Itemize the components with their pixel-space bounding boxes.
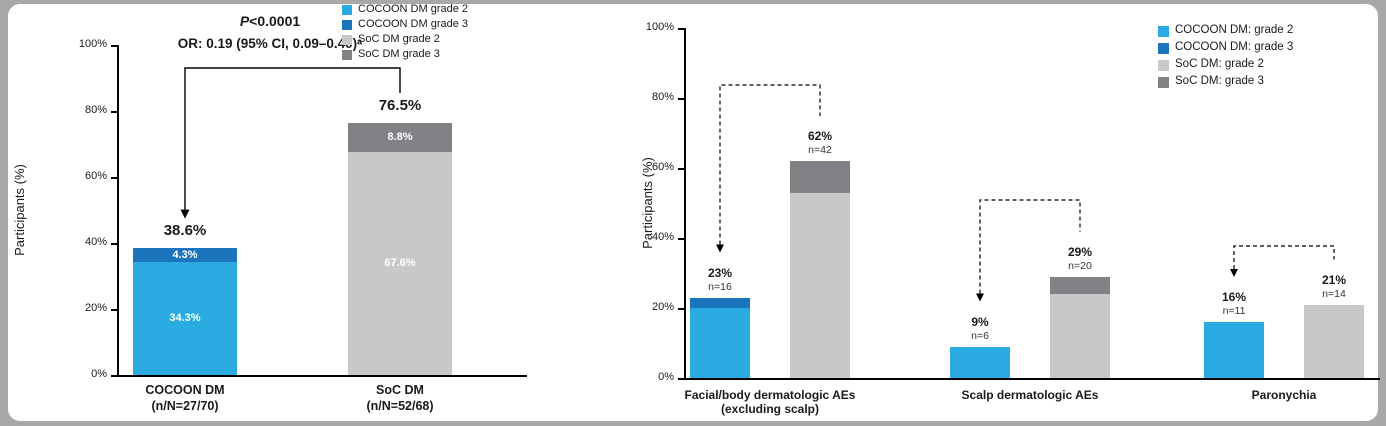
- right-chart-y-tick-label: 40%: [651, 231, 674, 243]
- left-chart-y-tick-label: 100%: [78, 38, 107, 50]
- p-value-prefix: P: [239, 13, 250, 29]
- bar-facial-body-soc-grade2: [790, 192, 850, 378]
- bar-paronychia-soc-grade2: [1304, 304, 1364, 378]
- down-arrow-icon: [1230, 269, 1238, 277]
- right-chart-y-tick-label: 0%: [658, 371, 674, 383]
- bar-paronychia-soc-pct-label: 21%: [1321, 272, 1347, 287]
- bar-paronychia-cocoon-grade2: [1204, 322, 1264, 378]
- p-value-label: P<0.0001: [180, 13, 360, 29]
- right-chart-x-axis-line: [684, 378, 1380, 380]
- left-chart-y-tick-mark: [111, 375, 117, 377]
- p-value-rest: <0.0001: [249, 13, 301, 29]
- bar-facial-body-soc-grade3: [790, 161, 850, 193]
- left-chart-category-label-cocoon-dm: (n/N=27/70): [151, 399, 219, 413]
- left-chart-legend-swatch-0: [342, 5, 352, 15]
- right-chart-legend-swatch-0: [1158, 26, 1169, 37]
- bar-paronychia-cocoon-pct-label: 16%: [1221, 290, 1247, 304]
- odds-ratio-label: OR: 0.19 (95% CI, 0.09–0.40)ᵃ: [177, 36, 363, 51]
- left-chart-y-tick-mark: [111, 111, 117, 113]
- bar-facial-body-cocoon-grade3: [690, 297, 750, 308]
- left-chart-legend-label-1: COCOON DM grade 3: [358, 18, 469, 30]
- left-chart-y-tick-label: 60%: [84, 170, 107, 182]
- down-arrow-icon: [716, 244, 724, 253]
- left-chart-y-tick-label: 0%: [91, 368, 107, 380]
- bar-scalp-soc-n-label: n=20: [1068, 259, 1092, 272]
- left-chart-y-tick-mark: [111, 177, 117, 179]
- right-chart-y-tick-label: 60%: [651, 161, 674, 173]
- bar-paronychia-soc-n-label: n=14: [1322, 287, 1346, 300]
- bar-facial-body-cocoon-n-label: n=16: [708, 280, 732, 293]
- left-chart-category-label-soc-dm: (n/N=52/68): [366, 399, 434, 413]
- left-chart-category-label-soc-dm: SoC DM: [376, 383, 424, 397]
- right-chart-y-tick-mark: [678, 308, 684, 310]
- right-chart-legend-label-0: COCOON DM: grade 2: [1175, 24, 1294, 36]
- right-chart-y-tick-mark: [678, 378, 684, 380]
- bar-facial-body-cocoon-grade2: [690, 308, 750, 378]
- right-chart-y-tick-mark: [678, 168, 684, 170]
- left-chart-x-axis-line: [117, 375, 527, 377]
- left-chart-legend-label-3: SoC DM grade 3: [358, 48, 440, 60]
- right-chart-y-tick-mark: [678, 28, 684, 30]
- bar-scalp-soc-pct-label: 29%: [1067, 244, 1093, 259]
- right-chart-y-tick-label: 80%: [651, 91, 674, 103]
- left-chart-category-label-cocoon-dm: COCOON DM: [145, 383, 225, 397]
- left-chart-y-tick-mark: [111, 309, 117, 311]
- left-chart-y-tick-mark: [111, 243, 117, 245]
- right-chart-legend-swatch-2: [1158, 60, 1169, 71]
- bar-scalp-soc-grade2: [1050, 294, 1110, 378]
- bar-facial-body-soc-pct-label: 62%: [807, 129, 833, 143]
- right-chart-y-tick-label: 100%: [645, 21, 674, 33]
- right-chart-legend-label-3: SoC DM: grade 3: [1175, 75, 1264, 87]
- right-chart-category-label-scalp: Scalp dermatologic AEs: [961, 388, 1099, 402]
- bar-paronychia-cocoon-n-label: n=11: [1222, 305, 1246, 317]
- right-chart-legend-swatch-3: [1158, 77, 1169, 88]
- bar-scalp-cocoon-grade2: [950, 346, 1010, 378]
- left-chart-y-tick-label: 80%: [84, 104, 107, 116]
- right-chart-category-label-facial-body: (excluding scalp): [720, 402, 820, 416]
- right-chart-y-tick-label: 20%: [651, 301, 674, 313]
- right-chart-legend-swatch-1: [1158, 43, 1169, 54]
- right-chart-legend-label-1: COCOON DM: grade 3: [1175, 41, 1294, 53]
- right-chart-y-tick-mark: [678, 98, 684, 100]
- bar-facial-body-cocoon-pct-label: 23%: [707, 265, 733, 280]
- left-chart-legend-swatch-1: [342, 20, 352, 30]
- bar-cocoon-dm-total-label: 38.6%: [163, 221, 207, 239]
- right-chart-y-axis-title: Participants (%): [640, 157, 655, 249]
- right-chart-y-axis-line: [684, 28, 686, 380]
- bar-cocoon-dm-grade3: 4.3%: [133, 247, 237, 262]
- left-chart-legend-swatch-2: [342, 35, 352, 45]
- left-chart-y-axis-line: [117, 45, 119, 377]
- bar-facial-body-soc-n-label: n=42: [808, 144, 832, 156]
- right-chart-category-label-facial-body: Facial/body dermatologic AEs: [684, 388, 856, 402]
- left-chart-y-tick-label: 20%: [84, 302, 107, 314]
- right-chart-legend-label-2: SoC DM: grade 2: [1175, 58, 1264, 70]
- bar-scalp-cocoon-n-label: n=6: [971, 329, 989, 342]
- bar-scalp-soc-grade3: [1050, 276, 1110, 294]
- right-chart-category-label-paronychia: Paronychia: [1251, 388, 1317, 402]
- left-chart-legend-swatch-3: [342, 50, 352, 60]
- right-chart-y-tick-mark: [678, 238, 684, 240]
- bar-cocoon-dm-grade2: 34.3%: [133, 261, 237, 375]
- left-chart-y-tick-label: 40%: [84, 236, 107, 248]
- bar-scalp-cocoon-pct-label: 9%: [971, 314, 989, 329]
- left-chart-legend-label-0: COCOON DM grade 2: [358, 3, 469, 15]
- left-chart-y-tick-mark: [111, 45, 117, 47]
- down-arrow-icon: [976, 293, 984, 302]
- left-chart-legend-label-2: SoC DM grade 2: [358, 33, 440, 45]
